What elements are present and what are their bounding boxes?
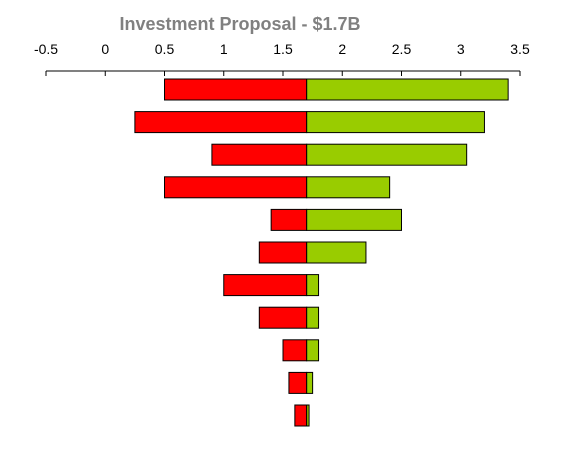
bar-low-7 bbox=[223, 274, 308, 297]
bar-high-3 bbox=[306, 143, 468, 166]
bar-low-3 bbox=[211, 143, 308, 166]
bar-low-5 bbox=[270, 208, 308, 231]
bar-high-5 bbox=[306, 208, 403, 231]
bar-high-11 bbox=[306, 404, 310, 427]
bar-high-4 bbox=[306, 176, 391, 199]
bar-low-2 bbox=[134, 111, 308, 134]
chart-title: Investment Proposal - $1.7B bbox=[119, 14, 361, 34]
x-tick-label: -0.5 bbox=[34, 41, 58, 57]
bar-low-10 bbox=[288, 371, 308, 394]
x-tick-label: 2 bbox=[338, 41, 346, 57]
bar-low-1 bbox=[164, 78, 308, 101]
x-tick-label: 0.5 bbox=[155, 41, 175, 57]
bar-high-6 bbox=[306, 241, 367, 264]
bar-low-8 bbox=[258, 306, 308, 329]
x-tick-label: 3.5 bbox=[510, 41, 530, 57]
bar-high-2 bbox=[306, 111, 485, 134]
bar-low-4 bbox=[164, 176, 308, 199]
bar-low-6 bbox=[258, 241, 308, 264]
bar-high-8 bbox=[306, 306, 320, 329]
bar-high-1 bbox=[306, 78, 509, 101]
bar-high-9 bbox=[306, 339, 320, 362]
x-tick-label: 3 bbox=[457, 41, 465, 57]
bar-high-7 bbox=[306, 274, 320, 297]
x-tick-label: 1 bbox=[220, 41, 228, 57]
x-tick-label: 1.5 bbox=[273, 41, 293, 57]
bar-high-10 bbox=[306, 371, 314, 394]
x-tick-label: 2.5 bbox=[392, 41, 412, 57]
bar-low-11 bbox=[294, 404, 308, 427]
x-tick-label: 0 bbox=[101, 41, 109, 57]
bar-low-9 bbox=[282, 339, 308, 362]
